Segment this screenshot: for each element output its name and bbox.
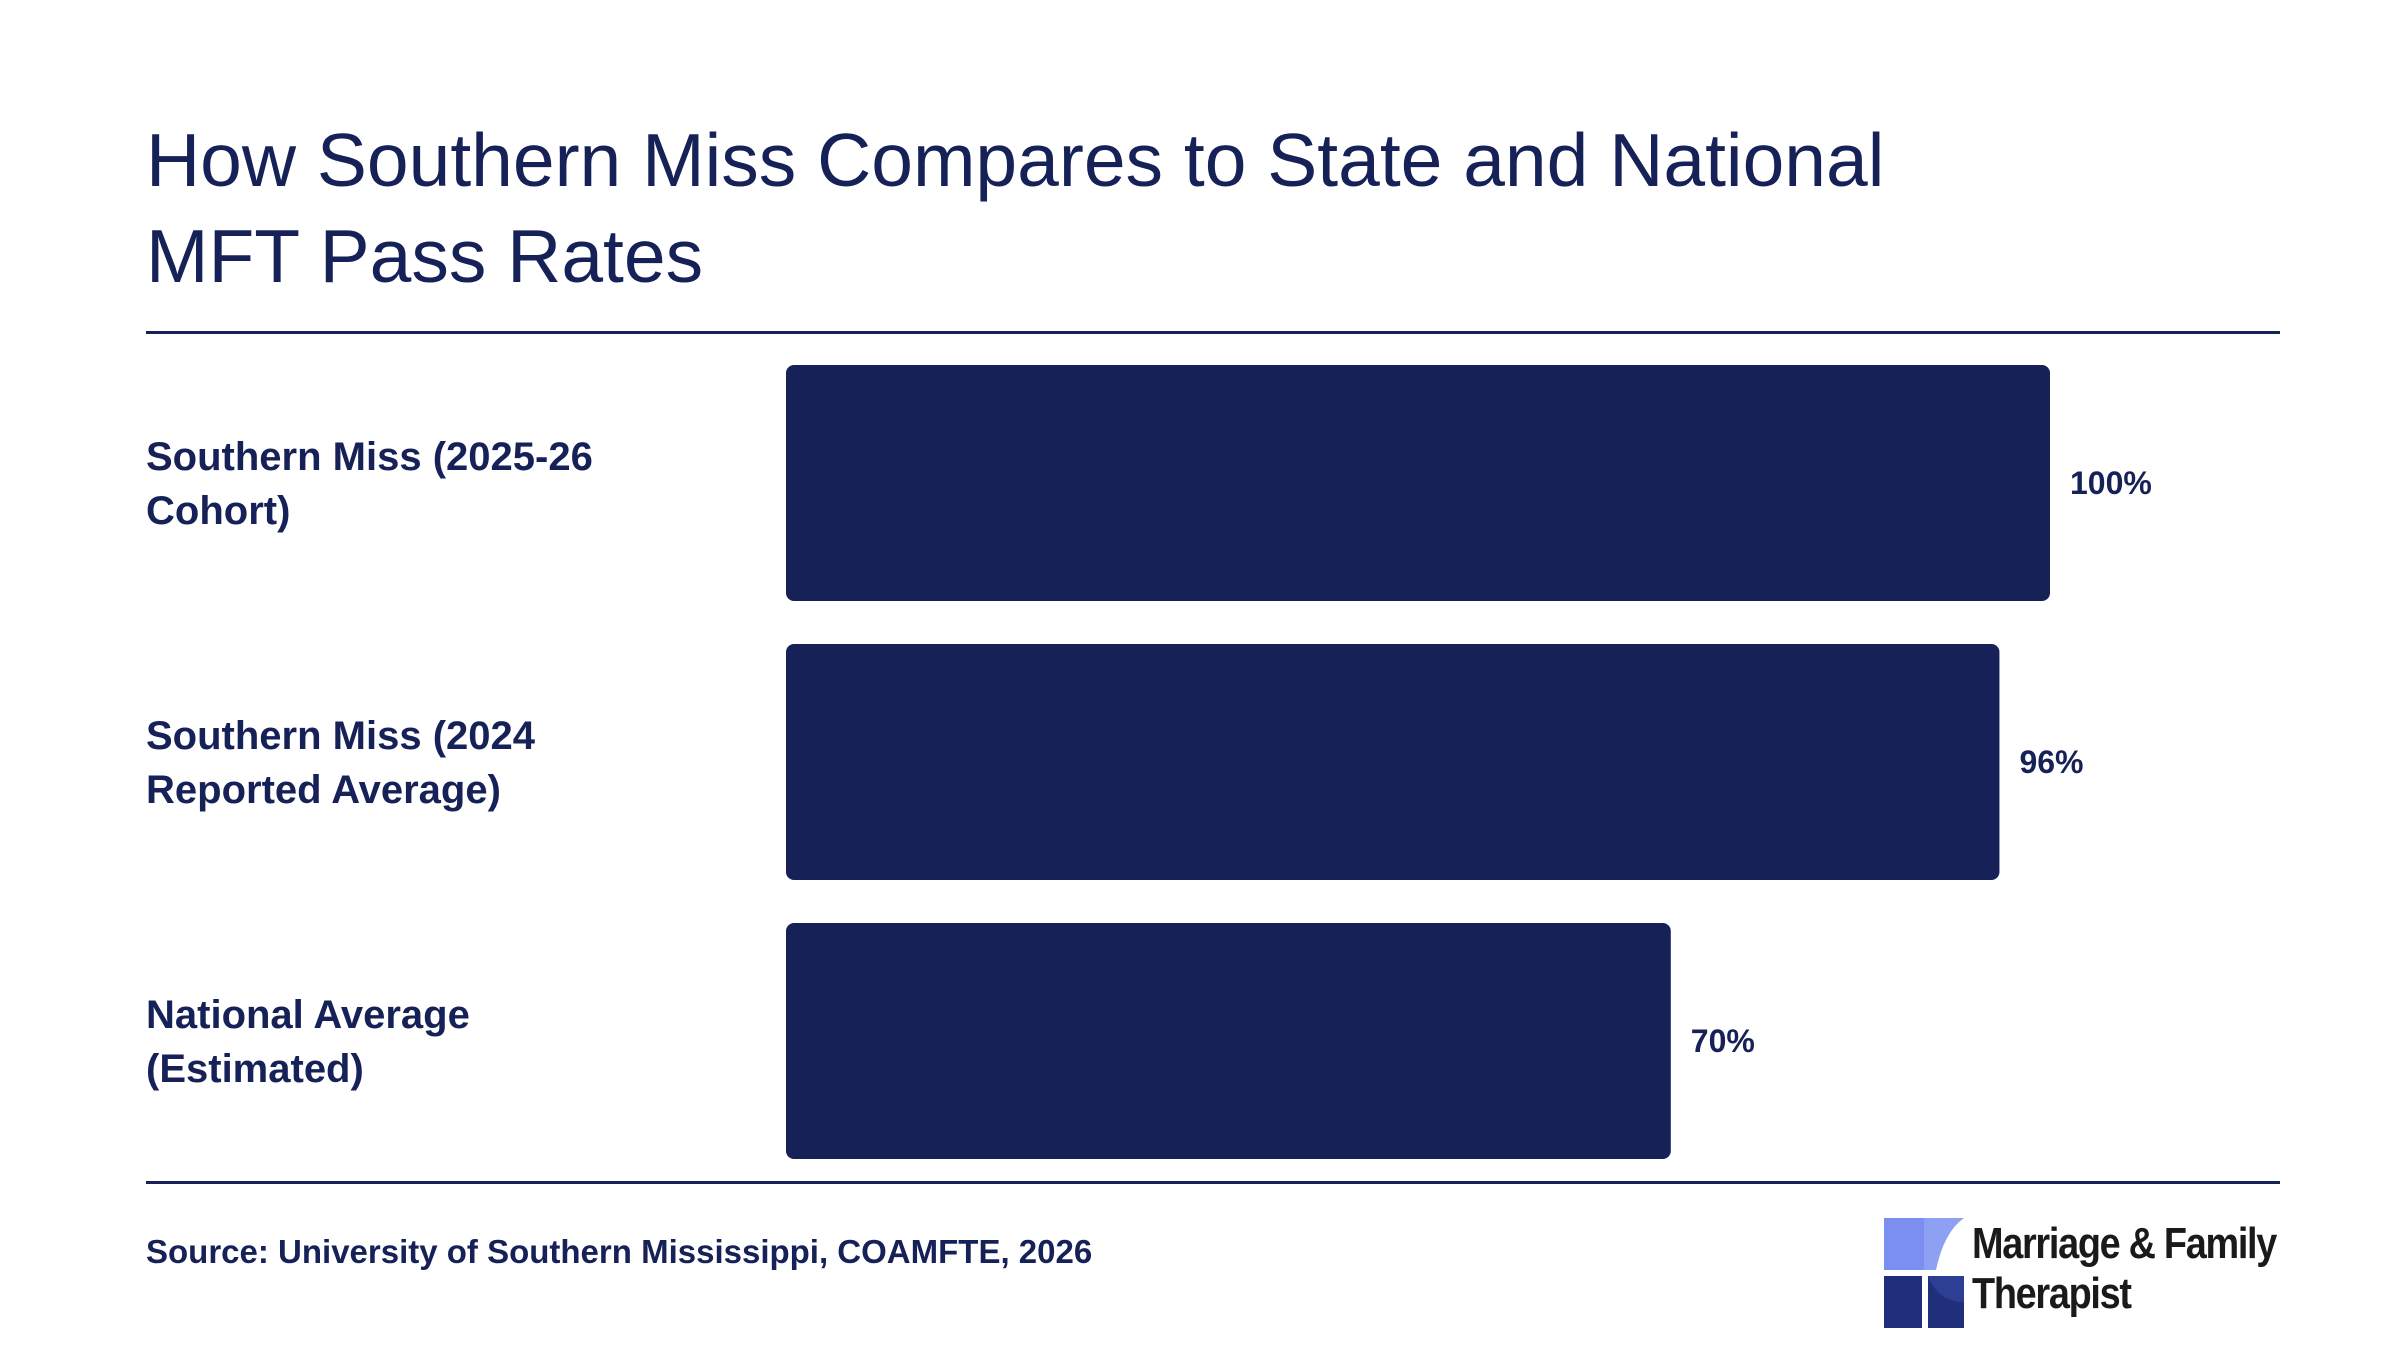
logo-line-1: Marriage & Family xyxy=(1972,1219,2277,1268)
value-label-1: 100% xyxy=(2070,465,2152,501)
chart-title-line-2: MFT Pass Rates xyxy=(146,214,704,298)
value-label-3: 70% xyxy=(1691,1023,1755,1059)
category-label-3-line-1: National Average xyxy=(146,993,470,1037)
bar-2 xyxy=(786,644,2000,880)
category-label-2-line-2: Reported Average) xyxy=(146,768,501,812)
chart-title: How Southern Miss Compares to State and … xyxy=(146,112,2046,304)
brand-logo: Marriage & Family Therapist xyxy=(1884,1218,2284,1328)
logo-wordmark: Marriage & Family Therapist xyxy=(1972,1219,2277,1319)
top-divider xyxy=(146,331,2280,334)
category-label-1: Southern Miss (2025-26 Cohort) xyxy=(146,435,593,533)
source-note: Source: University of Southern Mississip… xyxy=(146,1233,1093,1270)
category-label-2: Southern Miss (2024 Reported Average) xyxy=(146,714,536,812)
bar-1 xyxy=(786,365,2050,601)
chart-title-line-1: How Southern Miss Compares to State and … xyxy=(146,118,1885,202)
category-label-2-line-1: Southern Miss (2024 xyxy=(146,714,536,758)
category-label-1-line-2: Cohort) xyxy=(146,489,290,533)
bottom-divider xyxy=(146,1181,2280,1184)
pinwheel-logo-icon xyxy=(1884,1218,1964,1328)
category-label-3-line-2: (Estimated) xyxy=(146,1047,364,1091)
logo-line-2: Therapist xyxy=(1972,1269,2132,1318)
value-label-2: 96% xyxy=(2019,744,2083,780)
bar-3 xyxy=(786,923,1671,1159)
category-label-3: National Average (Estimated) xyxy=(146,993,470,1091)
category-label-1-line-1: Southern Miss (2025-26 xyxy=(146,435,593,479)
